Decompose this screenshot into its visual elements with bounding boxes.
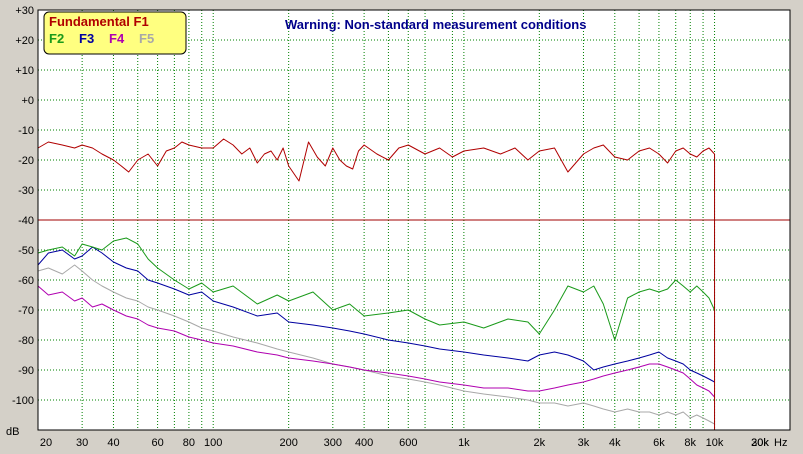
x-tick-label: 10k bbox=[706, 437, 724, 449]
y-tick-label: -60 bbox=[18, 275, 34, 287]
x-tick-label: 1k bbox=[458, 437, 470, 449]
x-tick-label: 30k bbox=[751, 437, 769, 449]
x-tick-label: 4k bbox=[609, 437, 621, 449]
x-tick-label: 20k bbox=[751, 437, 769, 449]
y-axis-ticks: +30 +20 +10 +0 -10 -20 -30 -40 -50 -60 -70 -80 -90 -1… bbox=[12, 5, 34, 407]
y-tick-label: +20 bbox=[15, 35, 34, 47]
x-tick-label: 20 bbox=[40, 437, 52, 449]
legend-f3: F3 bbox=[79, 31, 94, 46]
y-axis-label: dB bbox=[6, 426, 19, 438]
y-tick-label: +30 bbox=[15, 5, 34, 17]
y-tick-label: -100 bbox=[12, 395, 34, 407]
series-line-f5 bbox=[37, 264, 715, 425]
x-tick-label: 40 bbox=[107, 437, 119, 449]
x-tick-label: 6k bbox=[653, 437, 665, 449]
series-line-f4 bbox=[37, 285, 715, 398]
y-tick-label: -90 bbox=[18, 365, 34, 377]
warning-text: Warning: Non-standard measurement condit… bbox=[285, 17, 586, 32]
legend-f2: F2 bbox=[49, 31, 64, 46]
x-tick-label: 100 bbox=[204, 437, 222, 449]
x-tick-label: 400 bbox=[355, 437, 373, 449]
x-tick-label: 3k bbox=[578, 437, 590, 449]
legend: Fundamental F1 F2 F3 F4 F5 bbox=[43, 11, 187, 55]
y-tick-label: -10 bbox=[18, 125, 34, 137]
series-line-f3 bbox=[37, 246, 715, 383]
x-tick-label: 600 bbox=[399, 437, 417, 449]
series-line-f2 bbox=[37, 237, 715, 341]
y-tick-label: +0 bbox=[21, 95, 34, 107]
legend-box bbox=[43, 11, 187, 55]
x-axis-label: Hz bbox=[774, 437, 787, 449]
x-tick-label: 200 bbox=[279, 437, 297, 449]
y-tick-label: -20 bbox=[18, 155, 34, 167]
x-axis-ticks: 20 30 40 60 80 100 200 300 400 600 1k 2k 3k 4k 6k 8k 10k… bbox=[40, 437, 769, 449]
series-line-fundamental-f1 bbox=[37, 138, 715, 182]
y-tick-label: -30 bbox=[18, 185, 34, 197]
y-tick-label: -70 bbox=[18, 305, 34, 317]
x-tick-label: 2k bbox=[534, 437, 546, 449]
y-tick-label: +10 bbox=[15, 65, 34, 77]
x-tick-label: 80 bbox=[183, 437, 195, 449]
x-tick-label: 300 bbox=[324, 437, 342, 449]
series-group bbox=[37, 138, 715, 425]
legend-f5: F5 bbox=[139, 31, 154, 46]
plot-frame bbox=[37, 9, 791, 431]
y-tick-label: -50 bbox=[18, 245, 34, 257]
legend-f1: Fundamental F1 bbox=[49, 14, 149, 29]
legend-f4: F4 bbox=[109, 31, 125, 46]
y-tick-label: -80 bbox=[18, 335, 34, 347]
x-tick-label: 8k bbox=[684, 437, 696, 449]
x-tick-label: 60 bbox=[151, 437, 163, 449]
x-tick-label: 30 bbox=[76, 437, 88, 449]
y-tick-label: -40 bbox=[18, 215, 34, 227]
